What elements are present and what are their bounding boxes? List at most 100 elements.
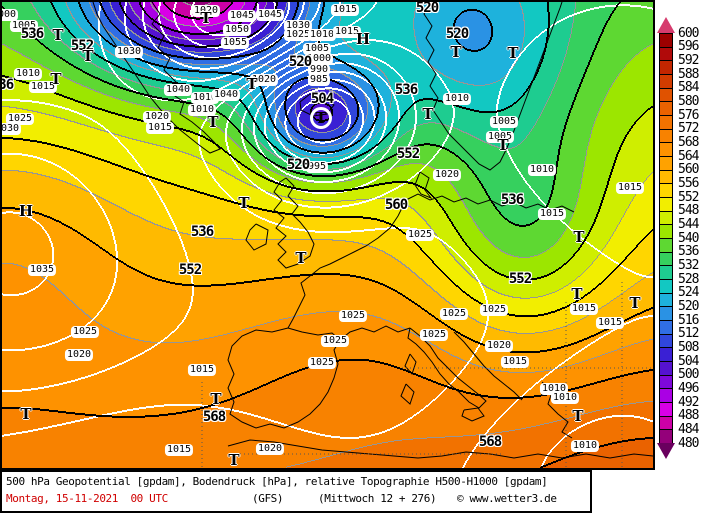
legend-value-label: 516 bbox=[678, 312, 700, 328]
legend-value-label: 588 bbox=[678, 66, 700, 82]
legend-value-label: 488 bbox=[678, 408, 700, 424]
color-scale-legend: 600 596 592 588 584 580 576 572 568 564 560 556 552 5… bbox=[655, 0, 704, 470]
legend-value-label: 524 bbox=[678, 285, 700, 301]
low-center-marker: T bbox=[228, 451, 240, 469]
legend-value-label: 492 bbox=[678, 394, 700, 410]
model-name: (GFS) bbox=[252, 492, 284, 505]
legend-color-cell bbox=[659, 333, 673, 349]
geopotential-contour-label: 536 bbox=[20, 26, 44, 42]
legend-color-cell bbox=[659, 402, 673, 417]
legend-value-label: 512 bbox=[678, 326, 700, 342]
pressure-label: 1010 bbox=[187, 104, 217, 116]
pressure-label: 995 bbox=[305, 161, 329, 173]
legend-value-label: 536 bbox=[678, 244, 700, 260]
pressure-label: 1025 bbox=[307, 357, 337, 369]
low-center-marker: T bbox=[295, 249, 307, 267]
pressure-label: 1020 bbox=[64, 349, 94, 361]
pressure-label: 1020 bbox=[249, 74, 279, 86]
geopotential-contour-label: 520 bbox=[415, 0, 439, 16]
coastline bbox=[245, 223, 269, 251]
legend-color-cell bbox=[659, 224, 673, 240]
legend-value-label: 544 bbox=[678, 216, 700, 232]
low-center-marker: T bbox=[246, 75, 258, 93]
low-center-marker: T bbox=[571, 285, 583, 303]
legend-color-cell bbox=[659, 128, 673, 144]
legend-arrow-down-icon bbox=[657, 443, 675, 460]
pressure-label: 1010 bbox=[307, 29, 337, 41]
pressure-label: 1015 bbox=[500, 356, 530, 368]
geopotential-contour-label: 520 bbox=[445, 26, 469, 42]
caption-bar: 500 hPa Geopotential [gpdam], Bodendruck… bbox=[0, 470, 592, 513]
pressure-label: 1010 bbox=[550, 392, 580, 404]
pressure-label: 1030 bbox=[114, 46, 144, 58]
coastline bbox=[414, 171, 433, 200]
pressure-label: 1015 bbox=[332, 26, 362, 38]
legend-color-cell bbox=[659, 115, 673, 130]
geopotential-contour-label: 552 bbox=[396, 146, 420, 162]
legend-color-cell bbox=[659, 210, 673, 226]
legend-color-cell bbox=[659, 197, 673, 212]
pressure-label: 1000 bbox=[304, 53, 334, 65]
high-center-marker: H bbox=[18, 202, 34, 220]
legend-color-cell bbox=[659, 415, 673, 431]
legend-value-label: 532 bbox=[678, 257, 700, 273]
geopotential-contour-label: 552 bbox=[508, 271, 532, 287]
legend-value-label: 520 bbox=[678, 298, 700, 314]
legend-color-cell bbox=[659, 374, 673, 390]
legend-color-cell bbox=[659, 183, 673, 199]
legend-color-cell bbox=[659, 429, 673, 445]
legend-value-label: 548 bbox=[678, 203, 700, 219]
pressure-label: 1045 bbox=[255, 9, 285, 21]
legend-color-cell bbox=[659, 388, 673, 404]
legend-value-label: 568 bbox=[678, 134, 700, 150]
pressure-label: 1010 bbox=[13, 68, 43, 80]
legend-color-cell bbox=[659, 33, 673, 48]
geopotential-contour-label: 536 bbox=[500, 192, 524, 208]
pressure-label: 1040 bbox=[163, 84, 193, 96]
legend-value-label: 504 bbox=[678, 353, 700, 369]
low-center-marker: T bbox=[573, 228, 585, 246]
geopotential-contour-label: 568 bbox=[478, 434, 502, 450]
legend-color-cell bbox=[659, 347, 673, 363]
pressure-label: 1005 bbox=[302, 43, 332, 55]
map-labels-layer: 1000100510101015102510301030102010151040… bbox=[2, 2, 653, 468]
low-center-marker: T bbox=[20, 405, 32, 423]
pressure-label: 1050 bbox=[222, 24, 252, 36]
low-center-marker: T bbox=[572, 407, 584, 425]
geopotential-contour-label: 536 bbox=[190, 224, 214, 240]
pressure-label: 1015 bbox=[145, 122, 175, 134]
legend-value-label: 564 bbox=[678, 148, 700, 164]
legend-color-cell bbox=[659, 251, 673, 267]
legend-value-label: 528 bbox=[678, 271, 700, 287]
coastline bbox=[339, 325, 411, 341]
low-center-marker: T bbox=[497, 136, 509, 154]
pressure-label: 1005 bbox=[9, 20, 39, 32]
legend-value-label: 508 bbox=[678, 339, 700, 355]
pressure-label: 1025 bbox=[479, 304, 509, 316]
pressure-label: 1010 bbox=[442, 93, 472, 105]
pressure-label: 1015 bbox=[164, 444, 194, 456]
pressure-label: 1015 bbox=[537, 208, 567, 220]
pressure-label: 1025 bbox=[405, 229, 435, 241]
pressure-label: 1015 bbox=[28, 81, 58, 93]
coastline bbox=[453, 331, 523, 401]
pressure-label: 1025 bbox=[439, 308, 469, 320]
legend-value-label: 572 bbox=[678, 121, 700, 137]
pressure-label: 1005 bbox=[485, 131, 515, 143]
low-center-marker: T bbox=[82, 47, 94, 65]
pressure-label: 1015 bbox=[595, 317, 625, 329]
legend-value-label: 560 bbox=[678, 162, 700, 178]
legend-value-label: 552 bbox=[678, 189, 700, 205]
pressure-label: 1015 bbox=[615, 182, 645, 194]
pressure-label: 985 bbox=[307, 74, 331, 86]
legend-color-cell bbox=[659, 46, 673, 62]
pressure-label: 1025 bbox=[419, 329, 449, 341]
pressure-label: 1010 bbox=[570, 440, 600, 452]
legend-value-label: 556 bbox=[678, 175, 700, 191]
legend-arrow-up-icon bbox=[657, 17, 675, 33]
pressure-label: 1055 bbox=[220, 37, 250, 49]
pressure-label: 1040 bbox=[211, 89, 241, 101]
low-center-marker: T bbox=[450, 43, 462, 61]
legend-value-label: 480 bbox=[678, 435, 700, 451]
coastline bbox=[273, 177, 315, 269]
